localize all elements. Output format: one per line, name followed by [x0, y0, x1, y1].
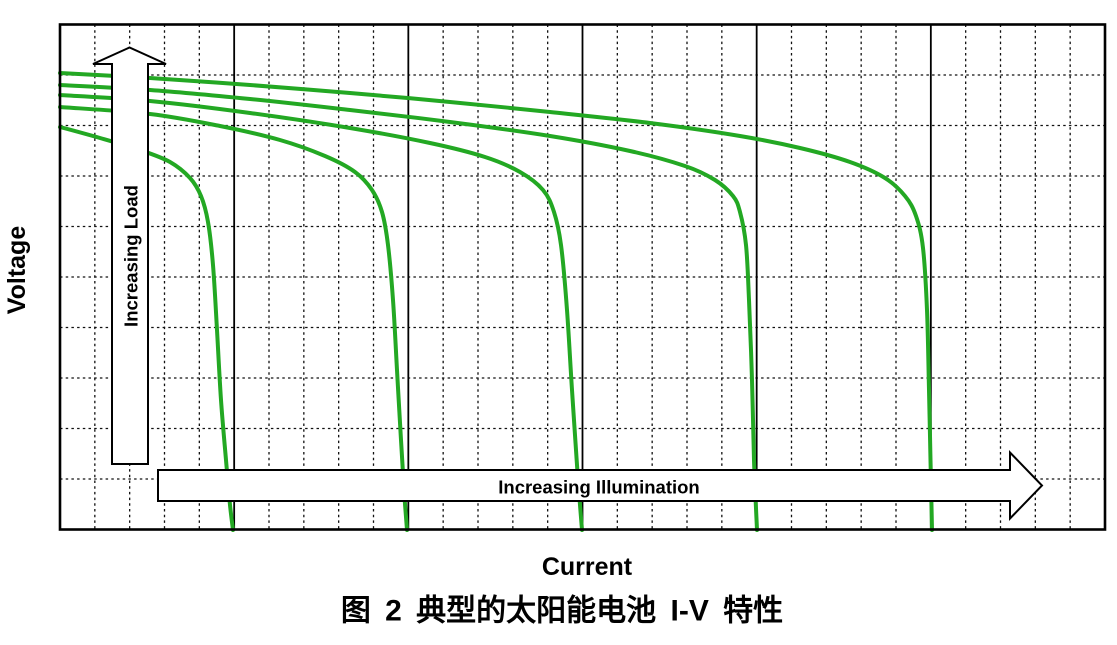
annotation-layer — [92, 46, 1044, 521]
iv-curve — [58, 93, 584, 532]
illumination-arrow-label: Increasing Illumination — [498, 477, 699, 498]
load-arrow-label: Increasing Load — [121, 185, 142, 327]
iv-curve — [58, 83, 759, 532]
iv-curve — [58, 71, 934, 532]
curves-layer — [58, 71, 934, 532]
figure-caption: 图 2 典型的太阳能电池 I-V 特性 — [341, 595, 783, 628]
grid-layer — [60, 24, 1105, 530]
increasing-illumination-arrow — [157, 450, 1044, 521]
iv-curve — [58, 105, 409, 532]
plot-border — [58, 23, 1107, 531]
y-axis-label: Voltage — [3, 226, 31, 315]
x-axis-label: Current — [542, 553, 633, 581]
increasing-load-arrow — [92, 46, 167, 465]
